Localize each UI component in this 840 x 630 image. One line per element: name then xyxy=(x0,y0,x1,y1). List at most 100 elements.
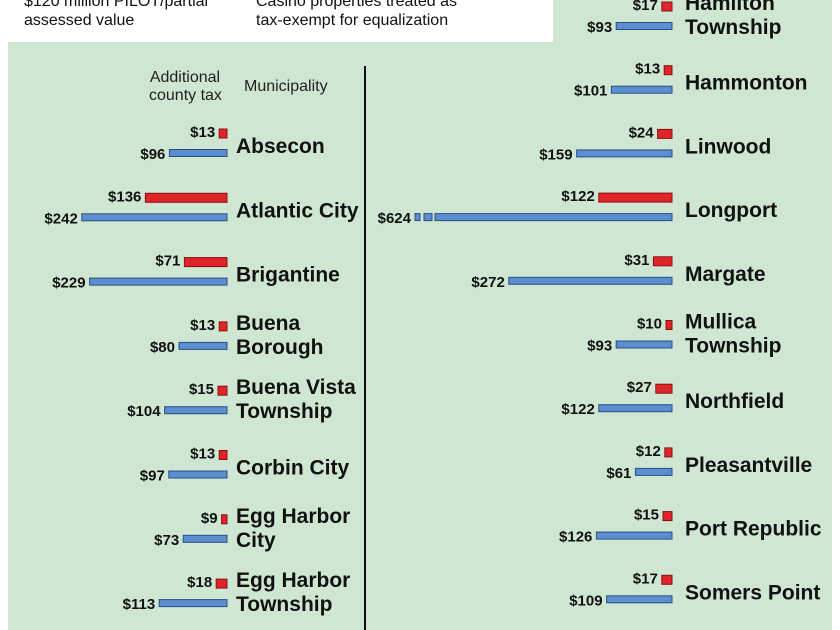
value-label-red-0-4: $15 xyxy=(189,381,214,398)
value-label-red-1-3: $122 xyxy=(561,188,594,205)
bar-blue-1-7 xyxy=(634,467,673,476)
bar-blue-1-6 xyxy=(598,404,673,413)
value-label-blue-1-7: $61 xyxy=(606,465,631,482)
bar-blue-break-a-1-3 xyxy=(423,213,433,222)
bar-red-1-1 xyxy=(663,65,673,76)
bar-blue-0-5 xyxy=(168,470,228,479)
municipality-label-1-1-0: Hammonton xyxy=(685,72,808,95)
value-label-blue-0-2: $229 xyxy=(52,275,85,292)
value-label-red-1-5: $10 xyxy=(637,316,662,333)
bar-blue-1-0 xyxy=(615,22,673,30)
value-label-blue-1-4: $272 xyxy=(471,274,504,291)
value-label-blue-0-3: $80 xyxy=(150,339,175,356)
value-label-red-0-2: $71 xyxy=(155,253,180,270)
bar-red-0-5 xyxy=(218,450,228,460)
municipality-label-1-9-0: Somers Point xyxy=(685,581,820,604)
value-label-red-0-1: $136 xyxy=(108,188,141,205)
value-label-blue-1-8: $126 xyxy=(559,529,592,546)
bar-blue-0-4 xyxy=(164,406,228,415)
value-label-blue-1-6: $122 xyxy=(561,401,594,418)
value-label-blue-1-5: $93 xyxy=(587,338,612,355)
bar-red-0-6 xyxy=(221,514,228,525)
bar-red-0-3 xyxy=(218,321,228,332)
bar-blue-0-6 xyxy=(182,534,228,543)
bar-red-0-0 xyxy=(218,128,228,139)
bar-red-1-9 xyxy=(661,574,673,585)
bar-blue-0-3 xyxy=(178,341,228,350)
bar-red-1-8 xyxy=(662,511,673,522)
bar-red-0-1 xyxy=(144,192,228,203)
bar-red-0-7 xyxy=(215,578,228,589)
header-municipality: Municipality xyxy=(244,78,328,95)
municipality-label-0-6-1: City xyxy=(236,529,276,552)
municipality-label-0-7-0: Egg Harbor xyxy=(236,569,350,592)
bar-red-1-2 xyxy=(657,128,673,139)
value-label-blue-0-7: $113 xyxy=(123,596,156,613)
value-label-blue-1-1: $101 xyxy=(574,83,607,100)
panel-top-extension xyxy=(553,0,832,42)
value-label-blue-1-2: $159 xyxy=(539,146,572,163)
municipality-label-0-3-0: Buena xyxy=(236,312,301,335)
municipality-label-0-4-1: Township xyxy=(236,400,332,423)
value-label-red-1-8: $15 xyxy=(634,507,659,524)
municipality-label-1-5-1: Township xyxy=(685,335,781,358)
value-label-red-1-9: $17 xyxy=(633,570,658,587)
value-label-blue-0-4: $104 xyxy=(127,403,161,420)
bar-blue-1-3 xyxy=(434,213,673,222)
header-additional-tax: Additional county tax xyxy=(148,69,222,105)
municipality-label-0-3-1: Borough xyxy=(236,336,323,359)
value-label-blue-1-9: $109 xyxy=(569,592,602,609)
municipality-label-0-7-1: Township xyxy=(236,593,332,616)
bar-blue-1-2 xyxy=(576,149,673,158)
municipality-label-0-0-0: Absecon xyxy=(236,135,325,158)
value-label-red-1-1: $13 xyxy=(635,61,660,78)
value-label-blue-0-1: $242 xyxy=(44,210,77,227)
municipality-label-1-7-0: Pleasantville xyxy=(685,454,812,477)
bar-blue-1-8 xyxy=(595,531,673,540)
value-label-red-0-7: $18 xyxy=(187,574,212,591)
bar-red-0-2 xyxy=(183,257,228,268)
bar-blue-break-b-1-3 xyxy=(414,213,421,222)
bar-blue-1-1 xyxy=(610,85,673,94)
legend-red-line1: Casino properties treated as xyxy=(256,0,457,10)
value-label-blue-1-3: $624 xyxy=(378,210,412,227)
bar-blue-1-5 xyxy=(615,340,673,349)
value-label-red-1-2: $24 xyxy=(629,124,655,141)
header-additional-line1: Additional xyxy=(149,69,221,86)
municipality-label-1-8-0: Port Republic xyxy=(685,518,822,541)
municipality-label-1-3-0: Longport xyxy=(685,199,777,222)
legend-blue-line1: $120 million PILOT/partial xyxy=(24,0,209,10)
value-label-red-1-6: $27 xyxy=(627,379,652,396)
bar-red-1-6 xyxy=(655,383,673,394)
legend-blue-line2: assessed value xyxy=(24,12,135,29)
chart-panel xyxy=(8,42,832,630)
value-label-blue-1-0: $93 xyxy=(587,19,612,36)
bar-red-1-0 xyxy=(661,1,673,12)
bar-blue-1-9 xyxy=(606,595,673,604)
value-label-red-0-5: $13 xyxy=(190,446,215,463)
legend-strip: $120 million PILOT/partial assessed valu… xyxy=(0,0,840,42)
bar-blue-0-2 xyxy=(89,277,228,286)
value-label-blue-0-6: $73 xyxy=(154,532,179,549)
bar-blue-0-0 xyxy=(168,149,228,157)
municipality-label-1-4-0: Margate xyxy=(685,263,766,286)
value-label-red-1-0: $17 xyxy=(633,0,658,14)
bar-red-1-5 xyxy=(665,320,673,330)
header-additional-line2: county tax xyxy=(149,87,222,104)
municipality-label-1-2-0: Linwood xyxy=(685,135,771,158)
municipality-label-0-2-0: Brigantine xyxy=(236,264,340,287)
municipality-label-0-4-0: Buena Vista xyxy=(236,376,356,399)
value-label-red-1-7: $12 xyxy=(636,443,661,460)
municipality-label-1-6-0: Northfield xyxy=(685,390,784,413)
municipality-label-1-0-0: Hamilton xyxy=(685,0,775,15)
value-label-blue-0-0: $96 xyxy=(140,146,165,163)
value-label-red-0-6: $9 xyxy=(201,510,218,527)
bar-red-1-4 xyxy=(652,256,673,267)
municipality-label-0-1-0: Atlantic City xyxy=(236,199,359,222)
legend-red-line2: tax-exempt for equalization xyxy=(256,12,449,29)
value-label-red-1-4: $31 xyxy=(624,252,649,269)
bar-red-1-7 xyxy=(664,447,673,458)
municipality-label-0-6-0: Egg Harbor xyxy=(236,505,350,528)
value-label-blue-0-5: $97 xyxy=(140,468,165,485)
